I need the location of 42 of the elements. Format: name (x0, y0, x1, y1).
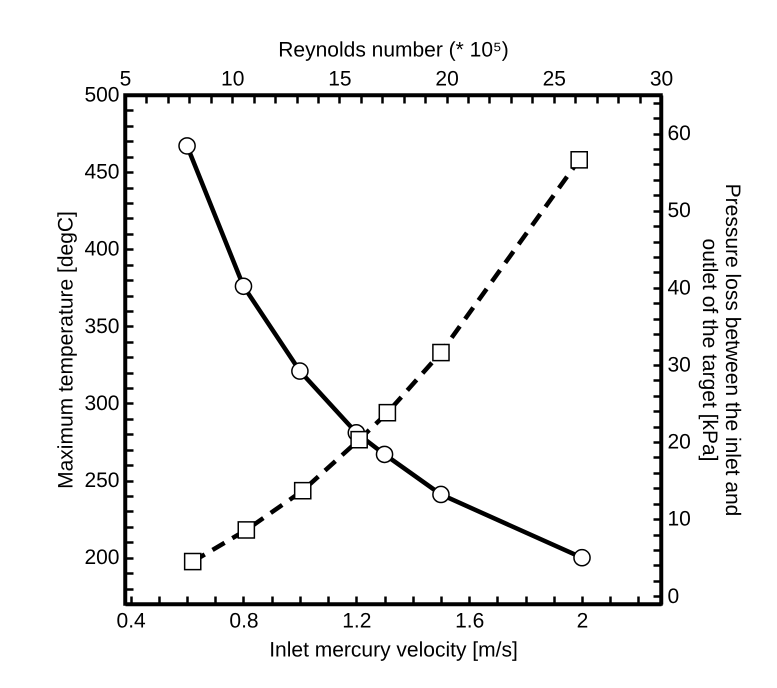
point (432, 344, 450, 362)
y-tick-label: 500 (84, 84, 120, 106)
y-tick-label: 400 (84, 238, 120, 261)
point (432, 486, 450, 504)
point (570, 150, 588, 169)
y2-tick-label: 0 (668, 584, 680, 608)
x-tick-label: 2 (576, 610, 588, 632)
y-axis-title: Maximum temperature [degC] (54, 211, 78, 489)
x2-tick-label: 30 (650, 68, 674, 90)
point (350, 430, 368, 449)
x2-tick-label: 5 (120, 68, 132, 90)
x2-tick-label: 20 (435, 68, 459, 90)
y-tick-label: 300 (84, 392, 120, 415)
x2-axis-title: Reynolds number (* 10⁵) (278, 38, 509, 62)
x-axis-title: Inlet mercury velocity [m/s] (269, 638, 518, 662)
point (291, 362, 309, 380)
y-tick-label: 350 (84, 314, 120, 338)
point (376, 446, 394, 464)
point (378, 404, 396, 422)
y-tick-label: 250 (84, 469, 120, 492)
y-tick-label: 450 (84, 160, 120, 184)
x-tick-label: 0.4 (116, 610, 146, 632)
x2-tick-label: 25 (542, 68, 566, 90)
point (234, 277, 252, 296)
y2-tick-label: 40 (668, 276, 691, 300)
y2-tick-label: 30 (668, 353, 691, 376)
x-tick-label: 1.2 (342, 610, 372, 632)
x2-tick-label: 15 (328, 68, 352, 90)
point (294, 482, 312, 500)
y2-axis-title: Pressure loss between the inlet and outlet of the target [kPa] (698, 184, 744, 516)
y-tick-label: 200 (84, 546, 120, 570)
y2-tick-label: 10 (668, 508, 691, 531)
y2-tick-label: 20 (668, 430, 691, 454)
y2-tick-label: 60 (668, 122, 691, 146)
point (184, 552, 202, 570)
point (178, 137, 196, 155)
x-tick-label: 0.8 (229, 610, 259, 632)
point (237, 521, 256, 539)
point (573, 548, 591, 567)
x-tick-label: 1.6 (455, 610, 484, 632)
x2-tick-label: 10 (221, 68, 244, 90)
y2-tick-label: 50 (668, 199, 691, 222)
